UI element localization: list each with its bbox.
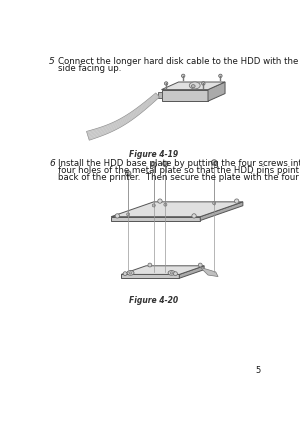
Circle shape <box>158 199 162 203</box>
Circle shape <box>182 74 185 78</box>
Circle shape <box>123 272 127 276</box>
Polygon shape <box>200 268 218 276</box>
Text: 6: 6 <box>49 159 55 168</box>
Polygon shape <box>161 82 225 89</box>
Polygon shape <box>161 89 208 101</box>
Ellipse shape <box>127 271 134 275</box>
Circle shape <box>163 161 168 167</box>
Ellipse shape <box>189 82 200 89</box>
Circle shape <box>219 74 222 78</box>
Ellipse shape <box>168 271 175 275</box>
Text: Figure 4-19: Figure 4-19 <box>129 150 178 158</box>
Circle shape <box>202 82 205 85</box>
Polygon shape <box>200 202 243 221</box>
Circle shape <box>192 214 196 218</box>
Text: Connect the longer hard disk cable to the HDD with the keyed: Connect the longer hard disk cable to th… <box>58 57 300 66</box>
Bar <box>158 92 162 98</box>
Circle shape <box>213 201 216 205</box>
Ellipse shape <box>129 272 132 274</box>
Ellipse shape <box>170 272 173 274</box>
Ellipse shape <box>191 85 195 88</box>
Text: four holes of the metal plate so that the HDD pins point to the: four holes of the metal plate so that th… <box>58 166 300 175</box>
Circle shape <box>151 162 157 167</box>
Circle shape <box>235 199 239 203</box>
Text: Install the HDD base plate by putting the four screws into the: Install the HDD base plate by putting th… <box>58 159 300 168</box>
Circle shape <box>164 203 167 206</box>
Circle shape <box>173 272 177 276</box>
Text: 5: 5 <box>49 57 55 66</box>
Polygon shape <box>86 93 160 140</box>
Circle shape <box>198 263 202 267</box>
Circle shape <box>148 263 152 267</box>
Text: Figure 4-20: Figure 4-20 <box>129 296 178 305</box>
Circle shape <box>212 160 217 165</box>
Text: side facing up.: side facing up. <box>58 64 122 73</box>
Polygon shape <box>121 266 204 274</box>
Polygon shape <box>111 202 243 217</box>
Circle shape <box>125 171 131 176</box>
Circle shape <box>152 204 155 207</box>
Circle shape <box>127 213 130 216</box>
Text: 5: 5 <box>256 366 261 374</box>
Polygon shape <box>121 274 179 278</box>
Polygon shape <box>208 82 225 101</box>
Polygon shape <box>111 217 200 221</box>
Text: back of the printer.  Then secure the plate with the four screws.: back of the printer. Then secure the pla… <box>58 173 300 182</box>
Circle shape <box>115 214 119 218</box>
Circle shape <box>164 82 168 85</box>
Polygon shape <box>179 266 204 278</box>
